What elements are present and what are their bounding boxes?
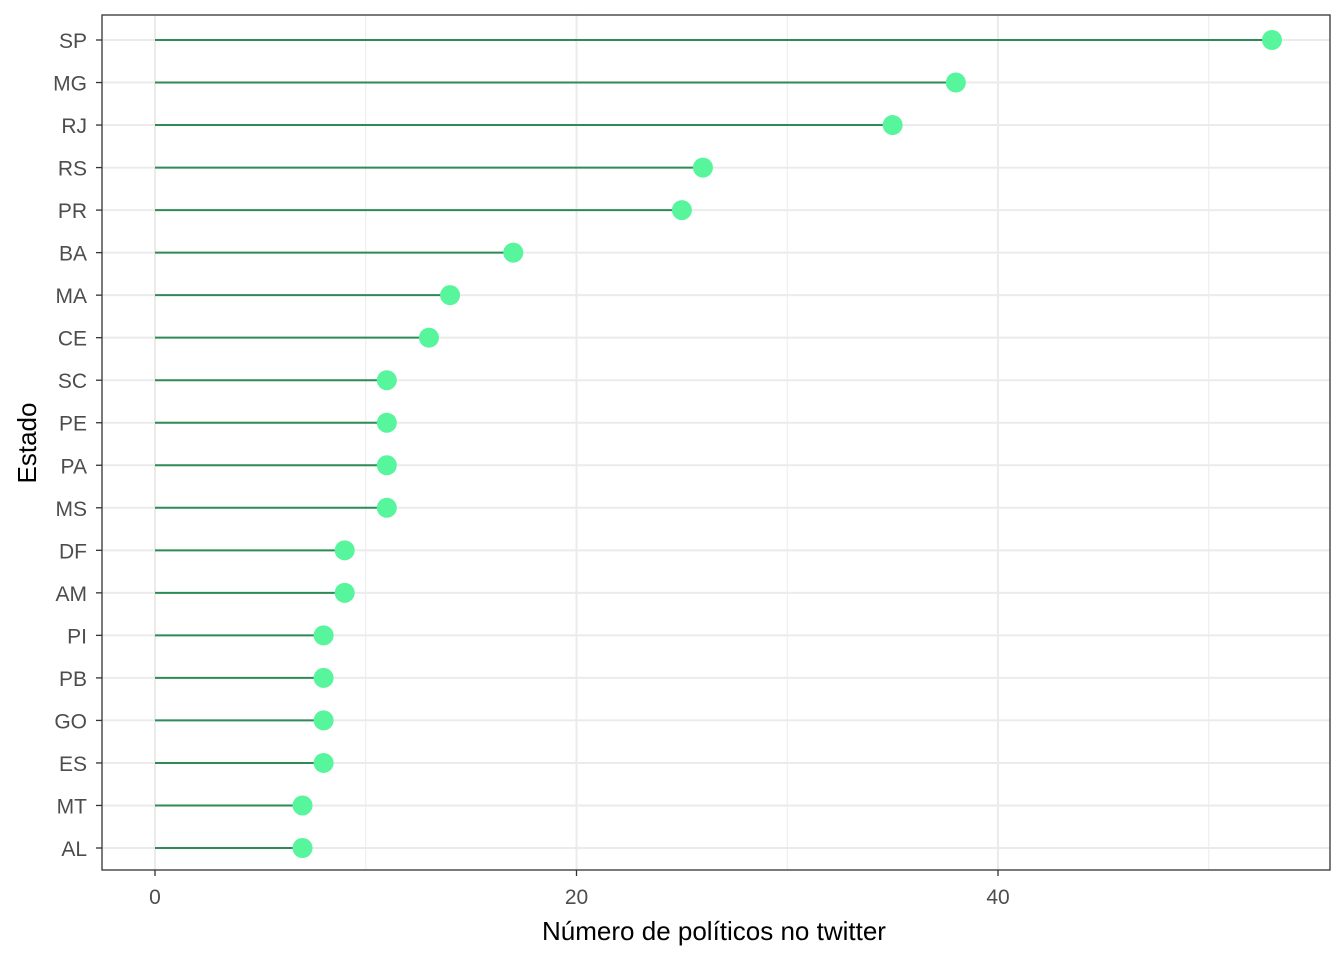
y-tick-label-ce: CE	[58, 328, 87, 351]
y-tick-label-pi: PI	[67, 625, 87, 648]
major-gridlines	[154, 15, 999, 870]
y-tick-label-rj: RJ	[61, 115, 87, 138]
x-tick-label: 20	[565, 886, 588, 909]
lollipop-point-pi	[313, 625, 334, 646]
lollipop-point-ms	[376, 497, 397, 518]
y-axis-ticks: SP MG RJ RS PR BA MA CE SC PE PA MS DF AM PI PB GO ES MT AL	[53, 30, 102, 861]
y-tick-label-df: DF	[59, 540, 87, 563]
panel-border	[101, 14, 1331, 871]
x-tick-label: 40	[986, 886, 1009, 909]
x-axis-title: Número de políticos no twitter	[542, 916, 886, 946]
y-tick-label-sc: SC	[58, 370, 87, 393]
lollipop-point-am	[334, 582, 355, 603]
lollipop-point-ba	[503, 242, 524, 263]
y-tick-label-am: AM	[56, 583, 88, 606]
lollipop-point-al	[292, 838, 313, 858]
lollipop-point-pe	[376, 412, 397, 433]
y-tick-label-ma: MA	[56, 285, 88, 308]
y-tick-label-al: AL	[61, 838, 87, 861]
y-tick-label-pb: PB	[59, 668, 87, 691]
x-axis-ticks: 0 20 40	[149, 870, 1010, 909]
lollipop-point-ma	[440, 285, 461, 306]
lollipop-point-sp	[1261, 30, 1282, 50]
lollipop-point-pb	[313, 667, 334, 688]
lollipop-segments	[155, 39, 1272, 849]
y-tick-label-rs: RS	[58, 158, 87, 181]
lollipop-point-rs	[692, 157, 713, 178]
minor-gridlines	[365, 15, 1210, 870]
y-tick-label-pr: PR	[58, 200, 87, 223]
lollipop-point-pa	[376, 455, 397, 476]
y-tick-label-mg: MG	[53, 73, 87, 96]
lollipop-point-es	[313, 752, 334, 773]
y-axis-title: Estado	[12, 403, 42, 484]
y-tick-label-ms: MS	[56, 498, 88, 521]
lollipop-point-ce	[418, 327, 439, 348]
lollipop-point-mt	[292, 795, 313, 816]
lollipop-point-go	[313, 710, 334, 731]
y-tick-label-ba: BA	[59, 243, 87, 266]
lollipop-points	[292, 30, 1282, 858]
lollipop-point-pr	[671, 200, 692, 221]
lollipop-point-df	[334, 540, 355, 561]
y-tick-label-pa: PA	[61, 455, 87, 478]
y-tick-label-mt: MT	[57, 795, 87, 818]
y-tick-label-go: GO	[54, 710, 87, 733]
lollipop-point-sc	[376, 370, 397, 391]
y-tick-label-pe: PE	[59, 413, 87, 436]
lollipop-point-mg	[945, 72, 966, 93]
x-tick-label: 0	[149, 886, 161, 909]
y-tick-label-sp: SP	[59, 30, 87, 53]
lollipop-point-rj	[882, 115, 903, 136]
y-tick-label-es: ES	[59, 753, 87, 776]
